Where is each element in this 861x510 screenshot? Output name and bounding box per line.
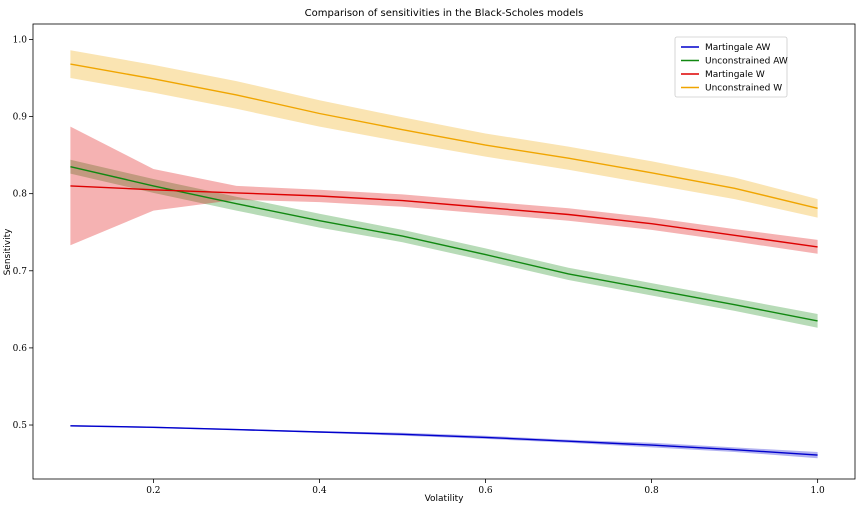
unconstrained-w-line bbox=[70, 63, 818, 209]
series-lines bbox=[70, 63, 818, 456]
martingale-w-legend-label: Martingale W bbox=[705, 70, 765, 80]
martingale-aw-line bbox=[70, 425, 818, 456]
x-tick-label: 0.2 bbox=[146, 486, 160, 496]
y-axis: 0.5 0.6 0.7 0.8 0.9 1.0 bbox=[13, 35, 33, 431]
x-tick-label: 0.6 bbox=[478, 486, 493, 496]
x-axis: 0.2 0.4 0.6 0.8 1.0 bbox=[146, 479, 825, 496]
plot-area-frame bbox=[32, 23, 856, 480]
x-tick-label: 1.0 bbox=[810, 486, 825, 496]
confidence-bands bbox=[70, 50, 818, 459]
y-tick-label: 0.8 bbox=[13, 190, 28, 200]
unconstrained-w-legend-label: Unconstrained W bbox=[705, 84, 782, 94]
y-tick-label: 0.9 bbox=[13, 113, 28, 123]
x-axis-label: Volatility bbox=[425, 494, 465, 504]
unconstrained-aw-legend-label: Unconstrained AW bbox=[705, 57, 788, 67]
martingale-w-line bbox=[70, 185, 818, 248]
x-tick-label: 0.4 bbox=[312, 486, 327, 496]
martingale-aw-band bbox=[70, 425, 818, 459]
unconstrained-w-band bbox=[70, 50, 818, 218]
legend-box bbox=[674, 36, 788, 98]
unconstrained-aw-line bbox=[70, 166, 818, 322]
y-axis-label: Sensitivity bbox=[3, 228, 13, 276]
y-tick-label: 0.7 bbox=[13, 267, 28, 277]
y-tick-label: 0.5 bbox=[13, 421, 28, 431]
chart-title: Comparison of sensitivities in the Black… bbox=[305, 8, 584, 19]
martingale-aw-legend-label: Martingale AW bbox=[705, 43, 771, 53]
x-tick-label: 0.8 bbox=[644, 486, 659, 496]
y-tick-label: 0.6 bbox=[13, 344, 28, 354]
y-tick-label: 1.0 bbox=[13, 35, 28, 45]
legend: Martingale AW Unconstrained AW Martingale … bbox=[674, 36, 788, 98]
